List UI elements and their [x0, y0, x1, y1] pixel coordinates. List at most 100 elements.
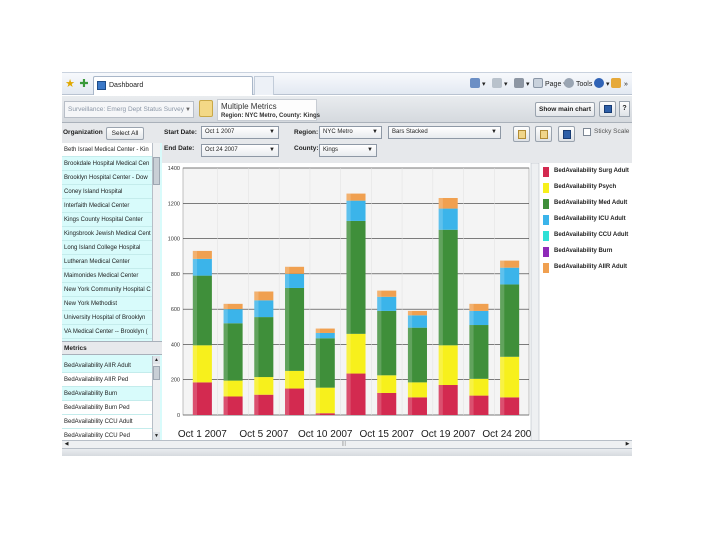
scroll-right-icon[interactable]: ▶: [625, 441, 630, 447]
show-main-chart-button[interactable]: Show main chart: [535, 102, 595, 117]
start-date-value: Oct 1 2007: [205, 129, 235, 135]
organization-item[interactable]: New York Community Hospital C: [62, 283, 152, 297]
scroll-thumb[interactable]: [153, 366, 160, 380]
scroll-grip-icon[interactable]: |||: [342, 441, 346, 447]
bar-highlight: [315, 328, 320, 333]
end-date-select[interactable]: Oct 24 2007 ▼: [201, 144, 279, 157]
feeds-icon: [492, 78, 502, 88]
bar-highlight: [500, 267, 505, 285]
organization-item[interactable]: Lutheran Medical Center: [62, 255, 152, 269]
new-tab-button[interactable]: [254, 76, 274, 95]
x-tick-label: Oct 24 2007: [482, 429, 537, 440]
folder-icon[interactable]: [199, 100, 213, 117]
organization-item[interactable]: University Hospital of Brooklyn: [62, 311, 152, 325]
organization-item[interactable]: New York Methodist: [62, 297, 152, 311]
bar-segment: [223, 303, 243, 310]
y-tick-label: 1200: [168, 201, 180, 207]
bar-highlight: [315, 338, 320, 388]
bar-segment: [407, 397, 427, 415]
bar-highlight: [192, 258, 198, 276]
bar-highlight: [500, 397, 505, 415]
page-menu[interactable]: Page ▾: [533, 78, 567, 91]
bar-segment: [438, 208, 458, 230]
organization-item[interactable]: Brookdale Hospital Medical Cen: [62, 157, 152, 171]
page-icon: [533, 78, 543, 88]
chart-legend: BedAvailability Surg Adult BedAvailabilit…: [541, 165, 636, 277]
organization-item[interactable]: Kingsbrook Jewish Medical Cent: [62, 227, 152, 241]
organization-item[interactable]: Maimonides Medical Center: [62, 269, 152, 283]
region-label: Region:: [294, 129, 319, 136]
scroll-up-icon[interactable]: ▲: [153, 356, 160, 364]
export-button[interactable]: [558, 126, 575, 142]
legend-label: BedAvailability Burn: [554, 248, 613, 254]
organization-item[interactable]: Kings County Hospital Center: [62, 213, 152, 227]
legend-item: BedAvailability Surg Adult: [541, 165, 636, 181]
organization-scrollbar[interactable]: [152, 143, 160, 341]
select-all-button[interactable]: Select All: [106, 127, 144, 140]
sticky-scale-checkbox[interactable]: [583, 128, 591, 136]
bar-highlight: [346, 373, 351, 415]
bar-segment: [315, 413, 335, 415]
y-tick-label: 200: [171, 378, 180, 384]
bar-segment: [469, 325, 489, 379]
organization-item[interactable]: Interfaith Medical Center: [62, 199, 152, 213]
start-date-select[interactable]: Oct 1 2007 ▼: [201, 126, 279, 139]
more-button[interactable]: »: [624, 81, 628, 88]
metric-item[interactable]: BedAvailability CCU Adult: [62, 415, 152, 429]
y-tick-label: 800: [171, 272, 180, 278]
bar-segment: [407, 382, 427, 398]
tools-menu-label: Tools: [576, 81, 593, 88]
bar-highlight: [407, 315, 413, 328]
bar-highlight: [223, 396, 228, 415]
print-button[interactable]: ▾: [514, 78, 530, 91]
bar-segment: [223, 396, 243, 415]
paste-button[interactable]: [535, 126, 552, 142]
favorites-star-icon[interactable]: ★: [65, 78, 75, 90]
add-favorites-icon[interactable]: ✚: [79, 78, 89, 90]
legend-item: BedAvailability ICU Adult: [541, 213, 636, 229]
horizontal-scrollbar[interactable]: ◀ ||| ▶: [62, 440, 632, 449]
chart-style-select[interactable]: Bars Stacked ▼: [388, 126, 501, 139]
survey-selector[interactable]: Surveillance: Emerg Dept Status Survey ▼: [64, 101, 194, 118]
tab-dashboard[interactable]: Dashboard: [93, 76, 253, 95]
organization-item[interactable]: Beth Israel Medical Center - Kin: [62, 143, 152, 157]
home-button[interactable]: ▾: [470, 78, 486, 91]
organization-item[interactable]: Brooklyn Hospital Center - Dow: [62, 171, 152, 185]
chart-style-value: Bars Stacked: [392, 129, 428, 135]
tools-menu[interactable]: Tools ▾: [564, 78, 598, 91]
bar-highlight: [285, 388, 290, 415]
metrics-subtitle: Region: NYC Metro, County: Kings: [221, 113, 320, 119]
organization-item[interactable]: VA Medical Center -- Brooklyn (: [62, 325, 152, 339]
bar-segment: [315, 338, 335, 388]
metric-item[interactable]: BedAvailability Burn Ped: [62, 401, 152, 415]
metric-item[interactable]: BedAvailability AIIR Adult: [62, 359, 152, 373]
scroll-left-icon[interactable]: ◀: [64, 441, 69, 447]
bar-segment: [500, 397, 520, 415]
scroll-down-icon[interactable]: ▼: [153, 432, 160, 440]
scroll-thumb[interactable]: [153, 157, 160, 185]
bar-segment: [346, 200, 366, 221]
metric-item[interactable]: BedAvailability Burn: [62, 387, 152, 401]
help-menu[interactable]: ▾: [594, 78, 610, 91]
save-button[interactable]: [599, 101, 616, 117]
copy-button[interactable]: [513, 126, 530, 142]
bar-segment: [192, 258, 212, 276]
legend-label: BedAvailability AIIR Adult: [554, 264, 628, 270]
research-button[interactable]: [611, 78, 623, 91]
metric-item[interactable]: BedAvailability AIIR Ped: [62, 373, 152, 387]
organization-item[interactable]: Long Island College Hospital: [62, 241, 152, 255]
legend-item: BedAvailability Med Adult: [541, 197, 636, 213]
sticky-scale-label: Sticky Scale: [594, 128, 630, 135]
bar-highlight: [346, 333, 351, 374]
bar-highlight: [192, 345, 198, 383]
help-button[interactable]: ?: [619, 101, 630, 117]
region-select[interactable]: NYC Metro ▼: [319, 126, 382, 139]
county-select[interactable]: Kings ▼: [319, 144, 377, 157]
bar-segment: [346, 193, 366, 201]
organization-item[interactable]: Coney Island Hospital: [62, 185, 152, 199]
bar-segment: [254, 394, 274, 415]
feeds-button[interactable]: ▾: [492, 78, 508, 91]
metrics-scrollbar[interactable]: ▲ ▼: [152, 356, 160, 440]
print-icon: [514, 78, 524, 88]
x-tick-label: Oct 5 2007: [239, 429, 288, 440]
